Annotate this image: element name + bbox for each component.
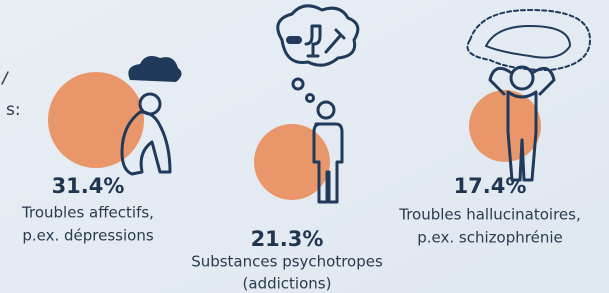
percent: 21.3% (251, 227, 324, 251)
infographic: s: 31.4% Troubles affectifs, p.ex. dépre… (0, 0, 609, 293)
label-line: Troubles affectifs, (21, 204, 154, 222)
percent: 17.4% (454, 174, 527, 198)
accent-circle (469, 90, 541, 162)
label-line: (addictions) (243, 275, 332, 293)
label-line: p.ex. dépressions (22, 227, 153, 245)
percent: 31.4% (52, 174, 125, 198)
accent-circle (48, 72, 144, 168)
label-line: Troubles hallucinatoires, (398, 206, 581, 224)
label-line: Substances psychotropes (191, 253, 383, 271)
partial-label: s: (6, 100, 21, 120)
label-line: p.ex. schizophrénie (417, 229, 562, 247)
